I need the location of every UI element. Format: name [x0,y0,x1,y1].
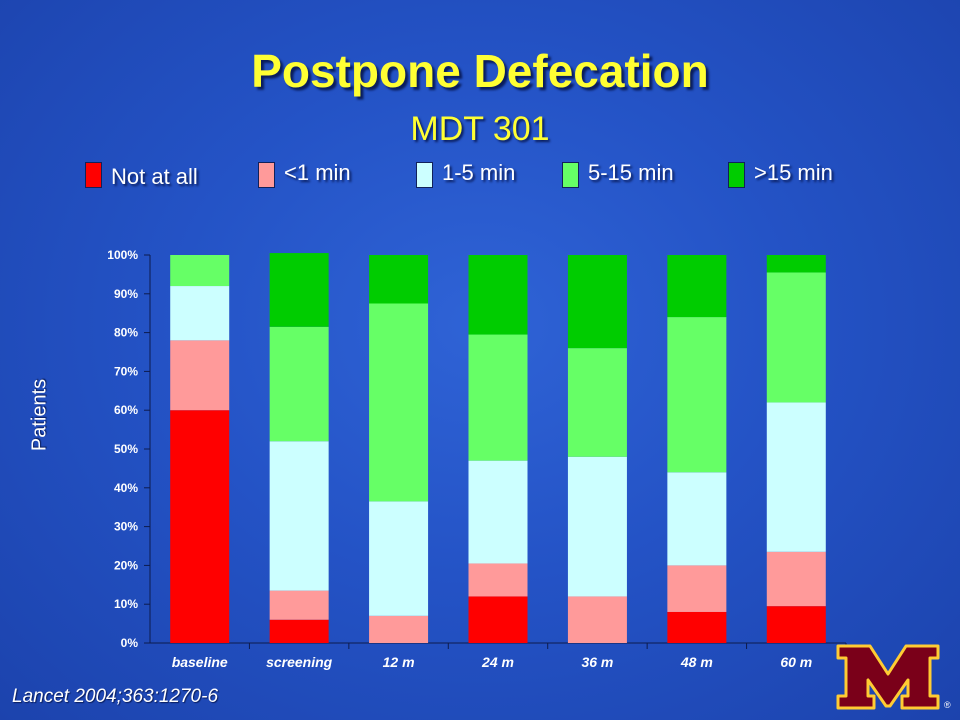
legend-label: 5-15 min [588,160,674,185]
bar-segment [766,551,826,607]
x-tick-label: 60 m [780,654,812,670]
legend-swatch [85,162,102,188]
y-tick-label: 30% [114,520,138,534]
bar-segment [369,255,429,304]
y-tick-label: 20% [114,558,138,572]
y-tick-label: 60% [114,403,138,417]
bar-segment [567,348,627,457]
bar-segment [170,286,230,341]
legend-label: >15 min [754,160,833,185]
y-tick-label: 80% [114,326,138,340]
slide-subtitle: MDT 301 [410,110,550,148]
x-tick-label: 36 m [581,654,613,670]
university-m-logo-icon: ® [836,644,951,710]
bar-segment [170,340,230,411]
x-tick-label: baseline [172,654,228,670]
bar-segment [369,303,429,502]
bar-segment [567,596,627,643]
bar-segment [269,619,329,643]
x-tick-label: 24 m [481,654,514,670]
legend-label: 1-5 min [442,160,516,185]
bar-segment [468,255,528,335]
legend-swatch [416,162,433,188]
y-tick-label: 100% [107,248,138,262]
y-tick-label: 50% [114,442,138,456]
bar-segment [170,410,230,643]
citation: Lancet 2004;363:1270-6 [12,686,219,707]
bar-segment [468,460,528,564]
bar-segment [269,441,329,591]
slide-title: Postpone Defecation [251,45,709,97]
bar-segment [667,317,727,473]
bar-segment [667,611,727,643]
legend-swatch [728,162,745,188]
x-tick-label: screening [266,654,333,670]
bar-segment [766,272,826,403]
bar-segment [567,456,627,597]
bar-segment [766,606,826,643]
bar-segment [667,255,727,318]
bar-segment [766,255,826,273]
svg-text:®: ® [944,700,951,710]
x-tick-label: 12 m [383,654,415,670]
bar-segment [468,563,528,597]
bar-segment [369,615,429,643]
legend-label: <1 min [284,160,351,185]
legend-swatch [562,162,579,188]
bar-segment [269,590,329,620]
bar-segment [468,334,528,461]
y-tick-label: 0% [121,636,139,650]
y-tick-label: 40% [114,481,138,495]
y-tick-label: 70% [114,364,138,378]
bar-segment [567,255,627,349]
bar-segment [269,253,329,327]
bar-segment [170,255,230,287]
bar-segment [269,326,329,442]
bar-segment [468,596,528,643]
legend-swatch [258,162,275,188]
bar-segment [369,501,429,616]
y-tick-label: 90% [114,287,138,301]
bar-segment [766,402,826,552]
x-tick-label: 48 m [680,654,713,670]
y-tick-label: 10% [114,597,138,611]
legend-label: Not at all [111,164,198,189]
bar-segment [667,472,727,566]
bar-segment [667,565,727,612]
